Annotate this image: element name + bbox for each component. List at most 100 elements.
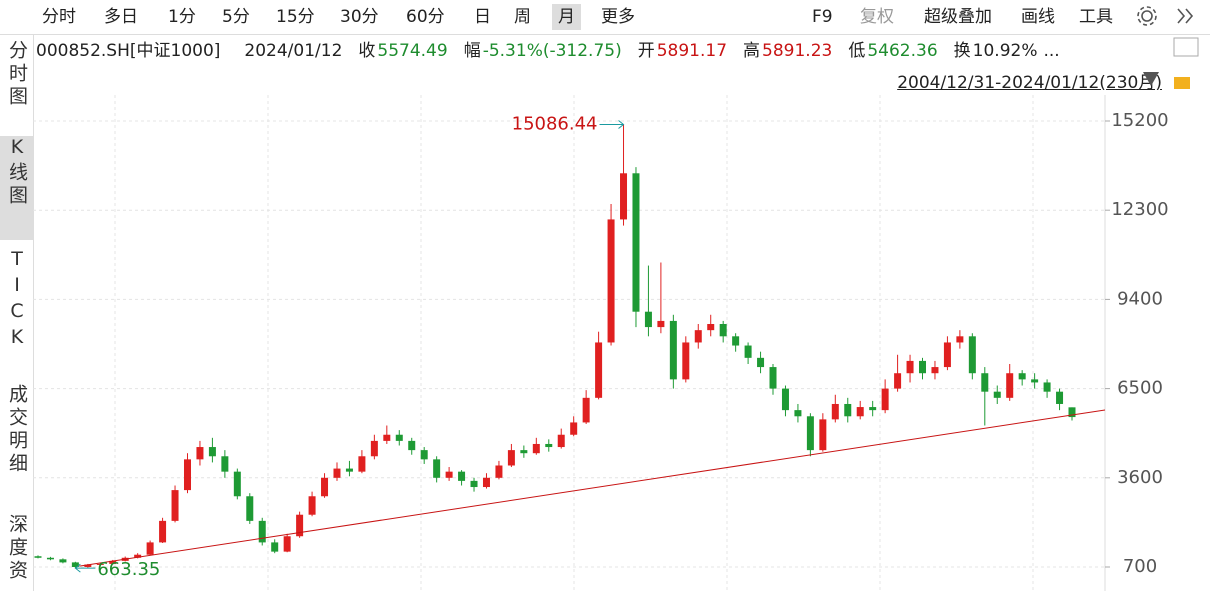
date-range[interactable]: 2004/12/31-2024/01/12(230月)	[897, 73, 1162, 93]
toolbar-tab[interactable]: 多日	[104, 7, 138, 27]
wp-icon[interactable]	[1173, 37, 1199, 57]
candle-body	[308, 496, 316, 515]
candle-body	[495, 465, 503, 478]
high-label: 15086.44	[512, 113, 598, 134]
y-tick-label: 6500	[1117, 378, 1163, 399]
info-symbol: 000852.SH[中证1000]	[36, 41, 221, 61]
y-tick-label: 12300	[1111, 199, 1168, 220]
settings-icon[interactable]	[1137, 6, 1157, 26]
candle-body	[333, 468, 341, 478]
candle-body	[831, 403, 839, 420]
candle-body	[532, 443, 540, 454]
toolbar-button[interactable]: 工具	[1079, 7, 1113, 27]
candle-body	[34, 556, 42, 558]
info-open-label: 开	[637, 41, 655, 61]
side-tab[interactable]: 分时图	[6, 40, 28, 109]
candle-body	[96, 563, 104, 565]
info-high: 5891.23	[762, 41, 833, 61]
candle-body	[819, 419, 827, 451]
quote-info: 000852.SH[中证1000] 2024/01/12 收 5574.49 幅 -5.3…	[36, 36, 1062, 61]
candle-body	[757, 357, 765, 368]
candle-body	[682, 342, 690, 380]
trend-line	[79, 409, 1106, 567]
candle-body	[283, 536, 291, 552]
candle-body	[482, 477, 490, 488]
toolbar-tab[interactable]: 分时	[42, 7, 76, 27]
candle-body	[221, 456, 229, 472]
toolbar-tab[interactable]: 5分	[222, 7, 250, 27]
toolbar-button[interactable]: F9	[812, 7, 833, 27]
info-change-label: 幅	[463, 41, 481, 61]
candle-body	[956, 336, 964, 343]
info-high-label: 高	[743, 41, 761, 61]
high-marker	[599, 120, 625, 129]
toolbar-tab[interactable]: 日	[474, 7, 491, 27]
candle-body	[844, 403, 852, 417]
toolbar-button[interactable]: 复权	[860, 7, 894, 27]
candle-body	[595, 342, 603, 398]
candle-body	[669, 320, 677, 380]
candle-body	[856, 407, 864, 417]
candle-body	[570, 422, 578, 435]
candle-body	[694, 330, 702, 343]
candle-body	[981, 373, 989, 392]
candle-body	[358, 456, 366, 472]
low-label: 663.35	[97, 559, 160, 580]
candle-body	[84, 564, 92, 568]
side-tab[interactable]: TICK	[6, 248, 28, 352]
dropdown-icon[interactable]	[1143, 72, 1159, 86]
candle-body	[707, 324, 715, 331]
info-turnover-label: 换	[953, 41, 971, 61]
candle-body	[370, 440, 378, 457]
candle-body	[146, 542, 154, 555]
candle-body	[196, 447, 204, 460]
candle-body	[383, 434, 391, 441]
toolbar-tab[interactable]: 30分	[340, 7, 379, 27]
toolbar-tab[interactable]: 月	[552, 4, 581, 30]
candle-body	[246, 496, 254, 521]
side-tab[interactable]: 成交明细	[6, 384, 28, 476]
info-change: -5.31%(-312.75)	[482, 41, 622, 61]
candle-body	[258, 520, 266, 543]
info-turnover: 10.92%	[972, 41, 1038, 61]
expand-icon[interactable]	[1177, 8, 1194, 24]
candle-body	[433, 459, 441, 478]
info-date: 2024/01/12	[244, 41, 343, 61]
toolbar: 分时 多日 1分 5分 15分 30分 60分 日 周 月更多 F9 复权 超级叠加 画线 工具	[0, 0, 1210, 35]
candle-body	[71, 562, 79, 568]
lock-icon[interactable]	[1174, 77, 1190, 89]
candle-body	[1006, 373, 1014, 398]
info-open: 5891.17	[656, 41, 728, 61]
toolbar-button[interactable]: 画线	[1021, 7, 1055, 27]
candle-body	[943, 342, 951, 368]
candle-body	[632, 173, 640, 312]
candle-body	[719, 324, 727, 337]
toolbar-tab[interactable]: 60分	[406, 7, 445, 27]
side-tab[interactable]: 深度资	[6, 514, 28, 583]
toolbar-tab[interactable]: 周	[514, 7, 531, 27]
side-tab[interactable]: K线图	[0, 136, 33, 240]
candle-body	[183, 459, 191, 491]
candle-body	[134, 554, 142, 558]
candle-body	[171, 490, 179, 521]
y-tick-label: 9400	[1117, 288, 1163, 309]
candle-body	[1056, 391, 1064, 404]
vertical-grid	[114, 95, 1034, 591]
candle-body	[271, 542, 279, 552]
candle-body	[445, 471, 453, 478]
candle-body	[458, 471, 466, 481]
toolbar-button[interactable]: 超级叠加	[924, 7, 992, 27]
candle-body	[1068, 407, 1076, 418]
candle-body	[931, 367, 939, 374]
toolbar-tab[interactable]: 更多	[601, 7, 635, 27]
toolbar-tab[interactable]: 15分	[276, 7, 315, 27]
info-close: 5574.49	[377, 41, 448, 61]
candle-body	[919, 360, 927, 374]
candle-body	[395, 434, 403, 441]
candle-body	[993, 391, 1001, 398]
candle-body	[208, 447, 216, 457]
low-marker	[74, 563, 96, 573]
info-low: 5462.36	[867, 41, 938, 61]
candle-body	[408, 440, 416, 451]
toolbar-tab[interactable]: 1分	[168, 7, 196, 27]
